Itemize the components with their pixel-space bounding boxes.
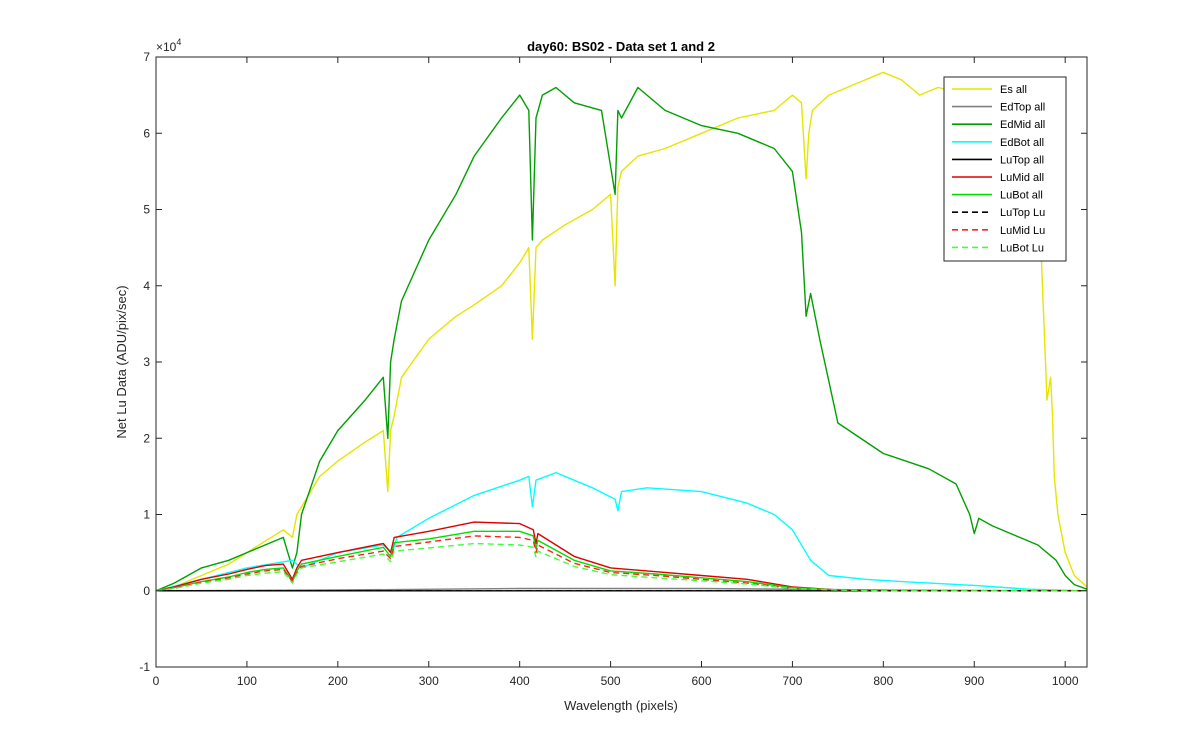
y-exponent-base: ×10 [156, 40, 177, 54]
y-tick-label: 3 [143, 355, 150, 369]
y-tick-label: 0 [143, 584, 150, 598]
x-tick-label: 700 [782, 674, 802, 688]
legend-label-8: LuMid Lu [1000, 225, 1045, 237]
legend: Es all EdTop all EdMid all EdBot all LuTop a… [943, 76, 1067, 262]
x-axis-label: Wavelength (pixels) [564, 698, 678, 713]
legend-label-1: EdTop all [1000, 102, 1045, 114]
series-line-9 [155, 542, 1087, 592]
x-tick-label: 900 [964, 674, 984, 688]
legend-label-0: Es all [1000, 84, 1027, 96]
y-tick-label: -1 [139, 660, 150, 674]
y-tick-label: 4 [143, 279, 150, 293]
plot-area [156, 57, 1087, 667]
x-tick-label: 400 [510, 674, 530, 688]
y-exponent-power: 4 [176, 37, 181, 47]
y-tick-label: 5 [143, 203, 150, 217]
series-line-2 [155, 86, 1088, 592]
legend-items: Es all EdTop all EdMid all EdBot all LuTop a… [952, 84, 1045, 254]
y-tick-label: 7 [143, 50, 150, 64]
y-exponent-label: ×104 [156, 37, 181, 54]
series-layer [155, 71, 1088, 592]
x-tick-label: 300 [419, 674, 439, 688]
x-tick-label: 0 [153, 674, 160, 688]
legend-box [943, 76, 1067, 262]
y-tick-label: 2 [143, 431, 150, 445]
x-tick-label: 100 [237, 674, 257, 688]
series-line-5 [155, 521, 1087, 592]
legend-label-4: LuTop all [1000, 154, 1044, 166]
legend-label-6: LuBot all [1000, 190, 1043, 202]
series-line-6 [155, 530, 1087, 592]
legend-label-3: EdBot all [1000, 137, 1044, 149]
x-tick-label: 800 [873, 674, 893, 688]
y-tick-label: 1 [143, 508, 150, 522]
series-line-8 [155, 535, 1087, 592]
chart-title: day60: BS02 - Data set 1 and 2 [527, 39, 715, 54]
legend-label-5: LuMid all [1000, 172, 1044, 184]
y-tick-label: 6 [143, 126, 150, 140]
x-tick-label: 500 [601, 674, 621, 688]
ticks-layer: 0 100 200 300 400 500 600 700 800 900 1000-1012345… [139, 50, 1087, 688]
y-axis-label: Net Lu Data (ADU/pix/sec) [114, 285, 129, 438]
series-line-3 [155, 471, 1088, 592]
legend-label-2: EdMid all [1000, 119, 1045, 131]
x-tick-label: 1000 [1052, 674, 1079, 688]
x-tick-label: 600 [691, 674, 711, 688]
legend-label-7: LuTop Lu [1000, 207, 1045, 219]
legend-label-9: LuBot Lu [1000, 242, 1044, 254]
x-tick-label: 200 [328, 674, 348, 688]
